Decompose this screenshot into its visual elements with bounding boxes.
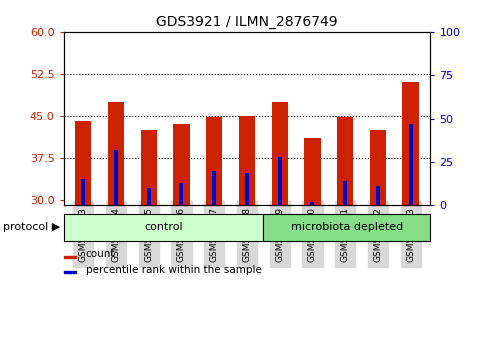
Bar: [114, 150, 118, 205]
Bar: [140, 130, 157, 205]
Bar: [310, 202, 314, 205]
Bar: [75, 121, 91, 205]
Bar: [238, 116, 255, 205]
Bar: [375, 186, 379, 205]
Text: microbiota depleted: microbiota depleted: [290, 222, 402, 233]
Title: GDS3921 / ILMN_2876749: GDS3921 / ILMN_2876749: [156, 16, 337, 29]
Bar: [212, 171, 216, 205]
Bar: [304, 138, 320, 205]
Bar: [263, 214, 429, 241]
Bar: [369, 130, 386, 205]
Bar: [343, 181, 346, 205]
Bar: [63, 271, 76, 273]
Text: protocol ▶: protocol ▶: [2, 222, 60, 233]
Bar: [179, 183, 183, 205]
Bar: [336, 118, 353, 205]
Bar: [205, 117, 222, 205]
Bar: [63, 256, 76, 258]
Bar: [244, 173, 248, 205]
Text: percentile rank within the sample: percentile rank within the sample: [85, 265, 261, 275]
Bar: [271, 102, 287, 205]
Bar: [107, 102, 124, 205]
Bar: [63, 214, 263, 241]
Text: control: control: [144, 222, 183, 233]
Text: count: count: [85, 249, 115, 259]
Bar: [173, 124, 189, 205]
Bar: [408, 124, 412, 205]
Bar: [402, 82, 418, 205]
Bar: [81, 179, 85, 205]
Bar: [277, 157, 281, 205]
Bar: [146, 188, 150, 205]
